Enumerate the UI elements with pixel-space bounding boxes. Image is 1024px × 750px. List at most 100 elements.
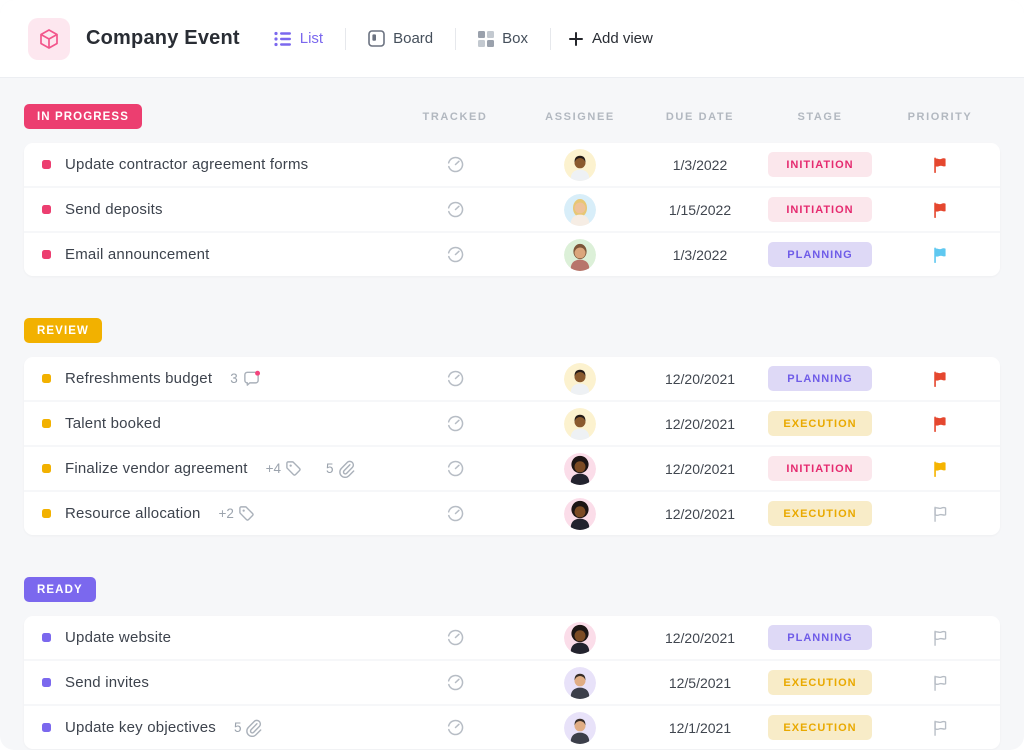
task-name[interactable]: Send deposits (65, 201, 163, 218)
column-header[interactable]: STAGE (797, 110, 843, 123)
stage-badge[interactable]: INITIATION (768, 152, 872, 177)
due-date[interactable]: 12/20/2021 (664, 415, 736, 432)
tab-list[interactable]: List (270, 24, 327, 53)
assignee-avatar[interactable] (564, 452, 596, 485)
task-row[interactable]: Talent booked 12/20/2021 EXECUTION (24, 402, 1000, 445)
priority-flag-icon[interactable] (931, 370, 949, 388)
stage-badge[interactable]: EXECUTION (768, 670, 872, 695)
time-tracked-icon[interactable] (446, 718, 465, 737)
time-tracked-icon[interactable] (446, 245, 465, 264)
priority-flag-icon[interactable] (931, 629, 949, 647)
section-status-badge[interactable]: READY (24, 577, 96, 602)
due-date[interactable]: 12/20/2021 (664, 460, 736, 477)
task-row[interactable]: Resource allocation +2 12/20/2021 EXECUTIO… (24, 492, 1000, 535)
section-status-badge[interactable]: IN PROGRESS (24, 104, 142, 129)
stage-badge[interactable]: INITIATION (768, 456, 872, 481)
stage-badge[interactable]: INITIATION (768, 197, 872, 222)
priority-flag-icon[interactable] (931, 246, 949, 264)
tab-board[interactable]: Board (364, 24, 437, 53)
column-header[interactable]: PRIORITY (907, 110, 973, 123)
task-row[interactable]: Update website 12/20/2021 PLANNING (24, 616, 1000, 659)
task-attachments-meta[interactable]: 5 (234, 719, 263, 737)
task-status-bullet[interactable] (42, 723, 51, 732)
add-view-button[interactable]: Add view (568, 30, 653, 47)
time-tracked-icon[interactable] (446, 369, 465, 388)
task-row[interactable]: Send deposits 1/15/2022 INITIATION (24, 188, 1000, 231)
workspace-logo[interactable] (28, 17, 70, 60)
stage-badge[interactable]: PLANNING (768, 242, 872, 267)
stage-badge[interactable]: EXECUTION (768, 715, 872, 740)
stage-badge[interactable]: EXECUTION (768, 501, 872, 526)
column-header[interactable]: TRACKED (422, 110, 488, 123)
task-name[interactable]: Finalize vendor agreement (65, 460, 248, 477)
time-tracked-icon[interactable] (446, 459, 465, 478)
task-status-bullet[interactable] (42, 250, 51, 259)
assignee-avatar[interactable] (564, 497, 596, 530)
column-header[interactable]: DUE DATE (665, 110, 735, 123)
priority-flag-icon[interactable] (931, 460, 949, 478)
time-tracked-icon[interactable] (446, 155, 465, 174)
task-comments-meta[interactable]: 3 (230, 370, 261, 388)
time-tracked-icon[interactable] (446, 200, 465, 219)
stage-badge[interactable]: PLANNING (768, 625, 872, 650)
time-tracked-icon[interactable] (446, 414, 465, 433)
task-status-bullet[interactable] (42, 419, 51, 428)
stage-badge[interactable]: EXECUTION (768, 411, 872, 436)
time-tracked-icon[interactable] (446, 628, 465, 647)
task-status-bullet[interactable] (42, 374, 51, 383)
task-row[interactable]: Send invites 12/5/2021 EXECUTION (24, 661, 1000, 704)
task-name[interactable]: Update website (65, 629, 172, 646)
task-status-bullet[interactable] (42, 678, 51, 687)
task-name[interactable]: Update contractor agreement forms (65, 156, 309, 173)
due-date[interactable]: 1/3/2022 (672, 246, 728, 263)
task-row[interactable]: Refreshments budget 3 12/20/2021 PLANNING (24, 357, 1000, 400)
task-name[interactable]: Send invites (65, 674, 150, 691)
assignee-avatar[interactable] (564, 621, 596, 654)
due-date[interactable]: 1/3/2022 (672, 156, 728, 173)
tab-box[interactable]: Box (474, 24, 532, 53)
task-status-bullet[interactable] (42, 205, 51, 214)
priority-flag-icon[interactable] (931, 719, 949, 737)
due-date[interactable]: 12/20/2021 (664, 629, 736, 646)
due-date[interactable]: 12/20/2021 (664, 370, 736, 387)
priority-flag-icon[interactable] (931, 674, 949, 692)
due-date[interactable]: 12/20/2021 (664, 505, 736, 522)
task-name[interactable]: Refreshments budget (65, 370, 213, 387)
priority-flag-icon[interactable] (931, 201, 949, 219)
assignee-avatar[interactable] (564, 193, 596, 226)
due-date[interactable]: 1/15/2022 (668, 201, 732, 218)
priority-flag-icon[interactable] (931, 415, 949, 433)
task-status-bullet[interactable] (42, 160, 51, 169)
column-header[interactable]: ASSIGNEE (545, 110, 615, 123)
stage-badge[interactable]: PLANNING (768, 366, 872, 391)
time-tracked-icon[interactable] (446, 504, 465, 523)
task-row[interactable]: Update contractor agreement forms 1/3/20… (24, 143, 1000, 186)
section-status-badge[interactable]: REVIEW (24, 318, 102, 343)
comments-icon (242, 370, 261, 388)
task-attachments-meta[interactable]: 5 (326, 460, 355, 478)
priority-flag-icon[interactable] (931, 505, 949, 523)
assignee-avatar[interactable] (564, 407, 596, 440)
due-date[interactable]: 12/5/2021 (668, 674, 732, 691)
due-date[interactable]: 12/1/2021 (668, 719, 732, 736)
assignee-avatar[interactable] (564, 362, 596, 395)
task-row[interactable]: Finalize vendor agreement +4 5 12/20/2021… (24, 447, 1000, 490)
task-name[interactable]: Resource allocation (65, 505, 201, 522)
assignee-avatar[interactable] (564, 148, 596, 181)
task-tags-meta[interactable]: +2 (219, 505, 255, 522)
time-tracked-icon[interactable] (446, 673, 465, 692)
task-row[interactable]: Email announcement 1/3/2022 PLANNING (24, 233, 1000, 276)
assignee-avatar[interactable] (564, 238, 596, 271)
task-name[interactable]: Talent booked (65, 415, 162, 432)
task-row[interactable]: Update key objectives 5 12/1/2021 EXECUTIO… (24, 706, 1000, 749)
assignee-avatar[interactable] (564, 666, 596, 699)
priority-flag-icon[interactable] (931, 156, 949, 174)
task-tags-meta[interactable]: +4 (266, 460, 302, 477)
task-name[interactable]: Email announcement (65, 246, 210, 263)
task-status-bullet[interactable] (42, 464, 51, 473)
assignee-avatar[interactable] (564, 711, 596, 744)
task-status-bullet[interactable] (42, 633, 51, 642)
divider (455, 27, 457, 50)
task-name[interactable]: Update key objectives (65, 719, 216, 736)
task-status-bullet[interactable] (42, 509, 51, 518)
